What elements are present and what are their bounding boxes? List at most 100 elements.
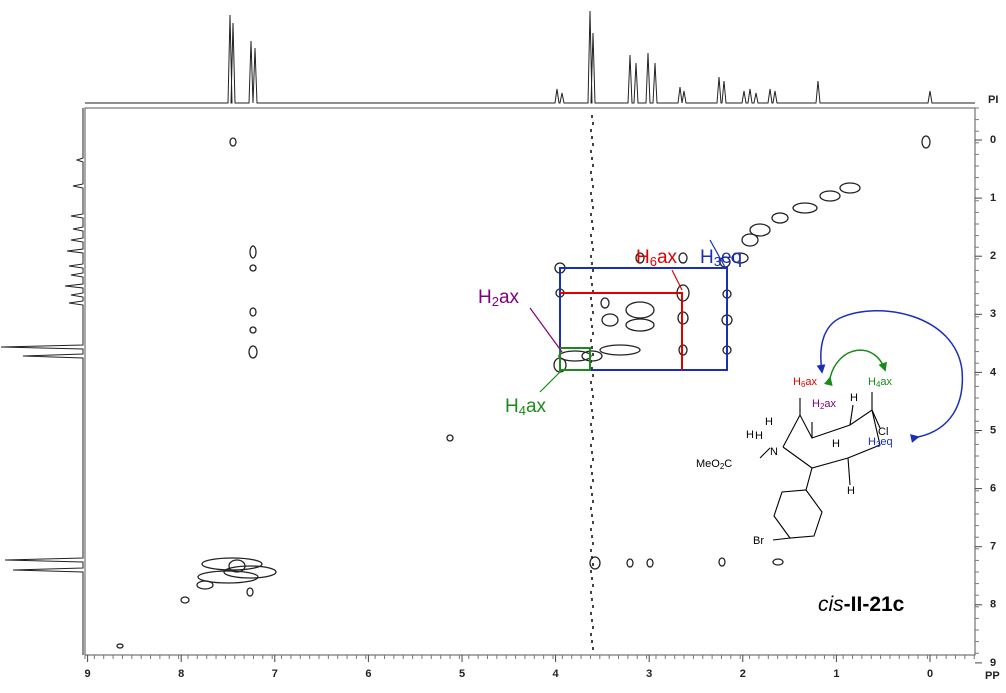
noise	[590, 570, 592, 573]
noise	[592, 563, 594, 566]
x-tick-label: 4	[553, 668, 560, 680]
spectrum-decoration	[0, 10, 975, 655]
cross-peak	[446, 434, 454, 442]
y-tick-label: 7	[990, 541, 996, 553]
cross-peak	[248, 345, 258, 359]
x-tick-label: 9	[85, 668, 91, 680]
noise	[591, 199, 593, 202]
noise	[592, 647, 594, 650]
atom: H	[746, 429, 754, 441]
noise	[592, 626, 594, 629]
noise	[590, 423, 592, 426]
y-tick-label: 2	[990, 250, 996, 262]
noise	[592, 164, 594, 167]
noise	[590, 591, 592, 594]
noise	[590, 507, 592, 510]
cross-peak	[839, 182, 861, 194]
y-tick-label: 4	[990, 366, 997, 378]
cross-peak	[223, 565, 277, 579]
atom: H	[755, 430, 763, 442]
cross-peak	[601, 313, 619, 327]
noise	[592, 269, 594, 272]
molecule	[759, 310, 964, 541]
atom: MeO2C	[696, 458, 732, 471]
noise	[591, 472, 593, 475]
noise	[590, 486, 592, 489]
atom: H	[832, 438, 840, 450]
noise	[590, 129, 592, 132]
h3eq-box	[559, 267, 728, 371]
atom: H	[847, 485, 855, 497]
noise	[592, 206, 594, 209]
cross-peak	[625, 318, 655, 332]
x-tick-label: 5	[459, 668, 465, 680]
x-tick-label: 2	[740, 668, 746, 680]
noise	[592, 458, 594, 461]
cross-peak	[792, 202, 818, 214]
noise	[591, 409, 593, 412]
leader	[539, 369, 563, 393]
noise	[590, 528, 592, 531]
cross-peak	[228, 559, 246, 573]
noise	[590, 213, 592, 216]
noise	[590, 633, 592, 636]
noise	[591, 367, 593, 370]
plot-frame	[84, 107, 976, 656]
top-projection	[85, 10, 975, 104]
h6ax-line	[560, 292, 683, 370]
cross-peak	[581, 350, 603, 362]
y-tick-label: 1	[990, 192, 996, 204]
noise	[591, 640, 593, 643]
noise	[591, 304, 593, 307]
noise	[591, 241, 593, 244]
cross-peak	[249, 245, 257, 259]
noise	[591, 388, 593, 391]
noise	[591, 577, 593, 580]
atom: H	[765, 416, 773, 428]
atom: Cl	[878, 426, 888, 438]
noise	[591, 619, 593, 622]
y-tick-label: 6	[990, 483, 996, 495]
noise	[592, 143, 594, 146]
y-tick-label: 3	[990, 308, 996, 320]
noise	[590, 192, 592, 195]
noise	[591, 598, 593, 601]
leader	[671, 269, 683, 291]
noise	[592, 605, 594, 608]
y-tick-label: 5	[990, 424, 996, 436]
y-tick-label: 9	[990, 657, 996, 669]
noise	[590, 465, 592, 468]
noise	[590, 255, 592, 258]
noise	[592, 500, 594, 503]
leader	[709, 239, 726, 268]
cross-peak	[249, 326, 257, 334]
cross-peak	[180, 596, 190, 604]
noise	[591, 493, 593, 496]
noise	[590, 339, 592, 342]
cross-peak	[749, 223, 771, 237]
noise	[592, 374, 594, 377]
cross-peak	[196, 580, 214, 590]
cross-peak	[246, 587, 254, 597]
noise	[592, 185, 594, 188]
noise	[590, 381, 592, 384]
noise	[590, 318, 592, 321]
noise	[591, 430, 593, 433]
noise	[591, 136, 593, 139]
noise	[590, 612, 592, 615]
noise	[590, 297, 592, 300]
noise	[592, 542, 594, 545]
noise	[592, 353, 594, 356]
noise	[592, 227, 594, 230]
x-tick-label: 6	[365, 668, 371, 680]
compound-label: cis-II-21c	[818, 593, 905, 616]
x-tick-label: 8	[178, 668, 184, 680]
noise	[591, 157, 593, 160]
noise	[592, 479, 594, 482]
noise	[591, 451, 593, 454]
noise	[592, 437, 594, 440]
noise	[590, 402, 592, 405]
mol-h4ax: H4ax	[868, 376, 893, 389]
